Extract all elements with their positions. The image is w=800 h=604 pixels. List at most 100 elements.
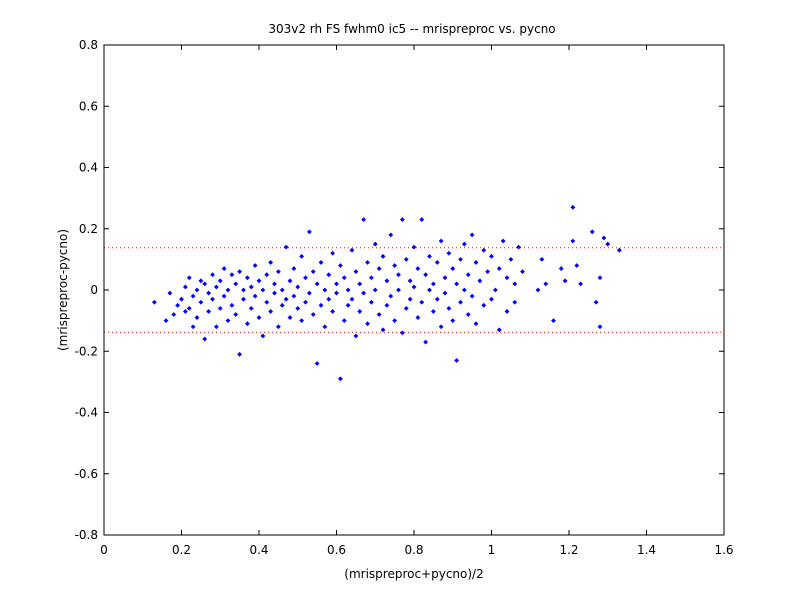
data-point [283,296,289,302]
x-tick-label: 0.4 [249,543,268,557]
data-point [151,299,157,305]
data-point [469,232,475,238]
data-point [167,290,173,296]
data-point [407,296,413,302]
data-point [206,309,212,314]
data-point [295,284,301,290]
data-point [202,336,208,342]
data-point [322,287,328,293]
data-point [225,287,231,293]
data-point [345,302,351,308]
data-point [543,281,549,287]
data-point [337,263,343,268]
data-point [287,278,293,284]
data-point [551,318,556,324]
data-point [570,238,576,244]
data-point [175,302,181,308]
x-axis-ticks: 0 0.2 0.4 0.6 0.8 1 1.2 1.4 1.6 [100,45,734,557]
data-point [423,272,429,278]
data-point [303,299,308,305]
data-point [442,290,448,296]
data-point [244,275,250,281]
data-point [179,296,184,302]
data-point [314,361,320,366]
data-point [465,272,471,278]
data-point [244,321,250,327]
data-point [597,275,603,281]
data-point [306,229,312,235]
data-point [279,287,285,293]
data-point [353,333,359,339]
x-tick-label: 1.6 [714,543,733,557]
data-point [446,305,452,311]
data-point [306,290,312,296]
data-point [508,256,514,262]
data-point [450,318,456,324]
y-tick-label: 0.4 [79,161,98,175]
data-point [376,266,382,271]
data-point [310,269,316,275]
data-point [291,266,297,271]
data-point [454,281,460,287]
data-point [403,305,409,311]
data-point [442,275,448,281]
data-point [237,269,243,275]
data-point [434,260,440,265]
data-point [504,275,510,281]
data-point [213,324,219,330]
data-point [341,318,347,324]
data-point [279,302,285,308]
data-point [330,309,336,314]
data-point [396,287,401,293]
data-point [190,293,196,299]
data-point [326,296,332,302]
data-point [237,351,243,357]
data-point [210,296,215,302]
data-point [248,305,254,311]
data-point [570,204,576,210]
data-point [407,278,413,284]
data-point [268,260,274,265]
data-point [303,275,308,281]
data-point [365,321,370,327]
data-point [186,305,192,311]
data-point [295,305,301,311]
data-point [182,309,188,314]
data-point [217,278,223,284]
data-point [353,269,359,275]
data-point [399,330,405,336]
data-point [388,293,394,299]
data-point [275,324,281,330]
data-point [299,253,305,259]
plot-frame [103,44,725,536]
data-point [372,287,378,293]
data-point [535,287,541,293]
data-point [202,281,208,287]
chart-title: 303v2 rh FS fwhm0 ic5 -- mrispreproc vs.… [268,22,555,36]
data-point [605,241,611,247]
data-point [291,293,297,299]
data-point [272,290,277,296]
data-point [233,312,239,317]
data-point [512,281,518,287]
data-point [264,299,270,305]
data-point [260,333,266,339]
data-point [272,281,277,287]
data-point [399,217,405,222]
y-tick-label: -0.6 [75,467,98,481]
data-point [213,284,219,290]
data-point [438,238,444,244]
data-point [334,290,339,296]
data-point [318,260,324,265]
x-tick-label: 1.4 [637,543,656,557]
data-point [337,376,343,382]
data-point [361,290,367,296]
x-tick-label: 0.8 [404,543,423,557]
data-point [310,312,316,317]
data-point [194,287,200,293]
data-point [283,244,289,250]
data-point [481,302,487,308]
data-point [357,281,363,287]
data-point [221,293,227,299]
